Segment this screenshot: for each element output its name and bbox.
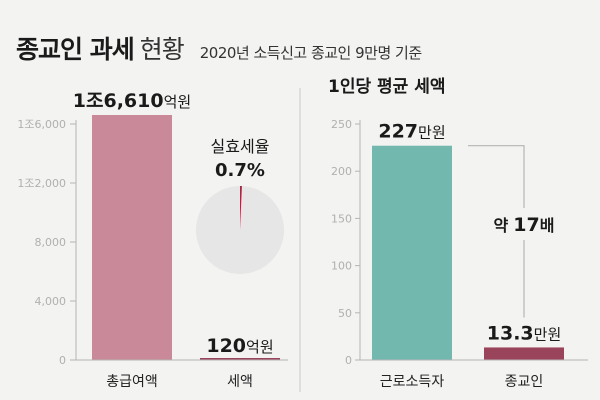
category-label-clergy: 종교인 xyxy=(505,374,544,390)
value-label-total-pay: 1조6,610억원 xyxy=(73,90,191,112)
pie-value-label: 0.7% xyxy=(215,160,265,181)
left-y-tick-label: 1조2,000 xyxy=(17,177,66,190)
bar-tax xyxy=(200,358,280,360)
comparison-label-bg xyxy=(488,208,560,240)
value-label-tax: 120억원 xyxy=(206,335,273,357)
pie-slice-tax-rate xyxy=(240,186,242,230)
right-y-axis: 0 50 100 150 200 250 xyxy=(331,118,361,367)
bar-clergy xyxy=(484,347,564,360)
value-label-total-pay-num: 1조6,610 xyxy=(73,90,164,112)
right-y-tick-label: 250 xyxy=(331,118,352,131)
bar-salaried xyxy=(372,145,452,360)
page-title: 종교인 과세 xyxy=(16,35,135,64)
value-label-tax-num: 120 xyxy=(206,335,246,357)
left-y-axis: 0 4,000 8,000 1조2,000 1조6,000 xyxy=(17,118,77,367)
comparison-label: 약 17배 xyxy=(494,214,555,236)
value-label-total-pay-unit: 억원 xyxy=(164,93,192,111)
value-label-clergy-num: 13.3 xyxy=(487,322,534,344)
comparison-unit: 배 xyxy=(540,216,555,235)
comparison-prefix: 약 xyxy=(494,216,509,235)
value-label-salaried-unit: 만원 xyxy=(418,124,446,142)
page-header: 종교인 과세 현황 2020년 소득신고 종교인 9만명 기준 xyxy=(16,30,422,64)
page-subtitle: 2020년 소득신고 종교인 9만명 기준 xyxy=(199,44,422,62)
category-label-tax: 세액 xyxy=(227,374,253,390)
left-y-tick-label: 1조6,000 xyxy=(17,118,66,131)
category-label-total-pay: 총급여액 xyxy=(106,374,158,390)
right-y-tick-label: 200 xyxy=(331,165,352,178)
right-bars xyxy=(372,145,564,360)
category-label-salaried: 근로소득자 xyxy=(380,374,445,390)
left-y-tick-label: 4,000 xyxy=(35,295,67,308)
page-title-suffix: 현황 xyxy=(139,35,185,64)
comparison-bracket xyxy=(468,145,525,318)
value-label-salaried-num: 227 xyxy=(378,121,418,143)
value-label-clergy: 13.3만원 xyxy=(487,322,562,344)
value-label-clergy-unit: 만원 xyxy=(534,325,562,343)
left-bars xyxy=(92,115,280,360)
value-label-salaried: 227만원 xyxy=(378,121,445,143)
right-panel-title: 1인당 평균 세액 xyxy=(328,77,446,97)
left-y-tick-label: 8,000 xyxy=(35,236,67,249)
effective-tax-rate-pie xyxy=(196,186,284,274)
right-y-tick-label: 150 xyxy=(331,212,352,225)
bar-total-pay xyxy=(92,115,172,360)
right-y-tick-label: 100 xyxy=(331,260,352,273)
comparison-number: 17 xyxy=(513,214,539,236)
right-y-tick-label: 0 xyxy=(345,354,352,367)
right-y-tick-label: 50 xyxy=(338,307,352,320)
left-y-tick-label: 0 xyxy=(59,354,66,367)
value-label-tax-unit: 억원 xyxy=(246,338,274,356)
pie-label: 실효세율 xyxy=(211,137,270,156)
